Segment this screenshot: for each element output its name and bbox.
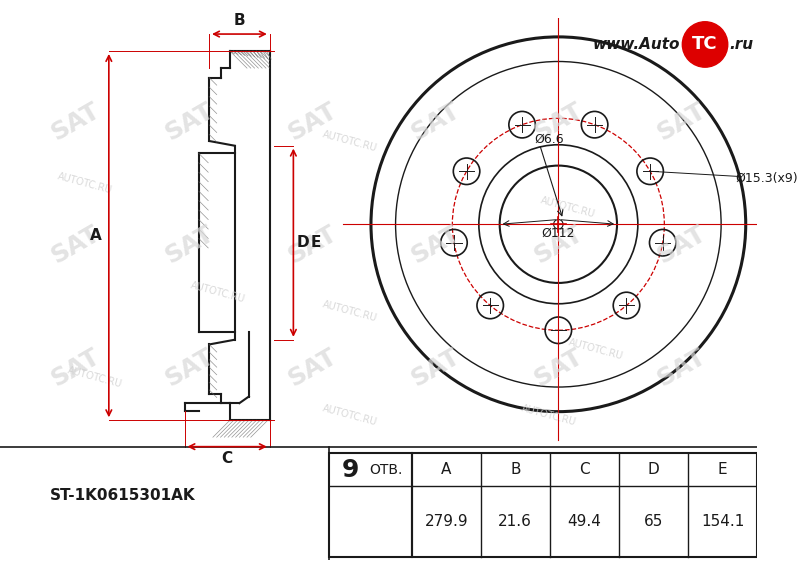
Text: SAT: SAT: [653, 222, 710, 269]
Text: .ru: .ru: [730, 37, 754, 52]
Text: SAT: SAT: [161, 344, 218, 391]
Text: SAT: SAT: [406, 344, 464, 391]
Text: ОТВ.: ОТВ.: [370, 463, 403, 477]
Text: 65: 65: [644, 515, 663, 529]
Text: 154.1: 154.1: [701, 515, 744, 529]
Text: 49.4: 49.4: [567, 515, 602, 529]
Text: C: C: [579, 462, 590, 477]
Text: AUTOTC.RU: AUTOTC.RU: [521, 403, 578, 427]
Text: SAT: SAT: [406, 222, 464, 269]
Text: SAT: SAT: [530, 344, 587, 391]
Text: 21.6: 21.6: [498, 515, 532, 529]
Text: SAT: SAT: [530, 222, 587, 269]
Text: Ø112: Ø112: [542, 227, 575, 240]
Text: AUTOTC.RU: AUTOTC.RU: [568, 337, 625, 362]
Text: B: B: [234, 13, 246, 28]
Text: D: D: [647, 462, 659, 477]
Text: AUTOTC.RU: AUTOTC.RU: [66, 366, 123, 390]
Text: E: E: [310, 236, 321, 250]
Text: A: A: [90, 228, 102, 243]
Text: A: A: [441, 462, 451, 477]
Text: SAT: SAT: [406, 99, 464, 146]
Text: AUTOTC.RU: AUTOTC.RU: [322, 403, 378, 427]
Text: SAT: SAT: [47, 99, 104, 146]
Text: Ø6.6: Ø6.6: [534, 132, 564, 146]
Text: AUTOTC.RU: AUTOTC.RU: [190, 280, 246, 304]
Bar: [330, 453, 412, 558]
Text: 279.9: 279.9: [424, 515, 468, 529]
Text: SAT: SAT: [47, 222, 104, 269]
Text: AUTOTC.RU: AUTOTC.RU: [322, 129, 378, 153]
Text: www.Auto: www.Auto: [593, 37, 681, 52]
Text: D: D: [296, 236, 309, 250]
Text: SAT: SAT: [161, 99, 218, 146]
Text: AUTOTC.RU: AUTOTC.RU: [57, 171, 114, 196]
Text: B: B: [510, 462, 521, 477]
Text: SAT: SAT: [284, 222, 341, 269]
Text: SAT: SAT: [653, 344, 710, 391]
Circle shape: [682, 22, 728, 67]
Text: ST-1K0615301AK: ST-1K0615301AK: [50, 488, 196, 503]
Text: SAT: SAT: [653, 99, 710, 146]
Text: Ø15.3(x9): Ø15.3(x9): [735, 172, 798, 185]
Text: 9: 9: [342, 458, 359, 482]
Text: SAT: SAT: [284, 344, 341, 391]
Text: SAT: SAT: [47, 344, 104, 391]
Text: TC: TC: [692, 36, 718, 53]
Text: E: E: [718, 462, 727, 477]
Text: C: C: [222, 450, 233, 465]
Text: SAT: SAT: [284, 99, 341, 146]
Text: SAT: SAT: [530, 99, 587, 146]
Bar: [412, 453, 757, 558]
Text: AUTOTC.RU: AUTOTC.RU: [322, 299, 378, 323]
Text: AUTOTC.RU: AUTOTC.RU: [539, 195, 596, 219]
Text: SAT: SAT: [161, 222, 218, 269]
